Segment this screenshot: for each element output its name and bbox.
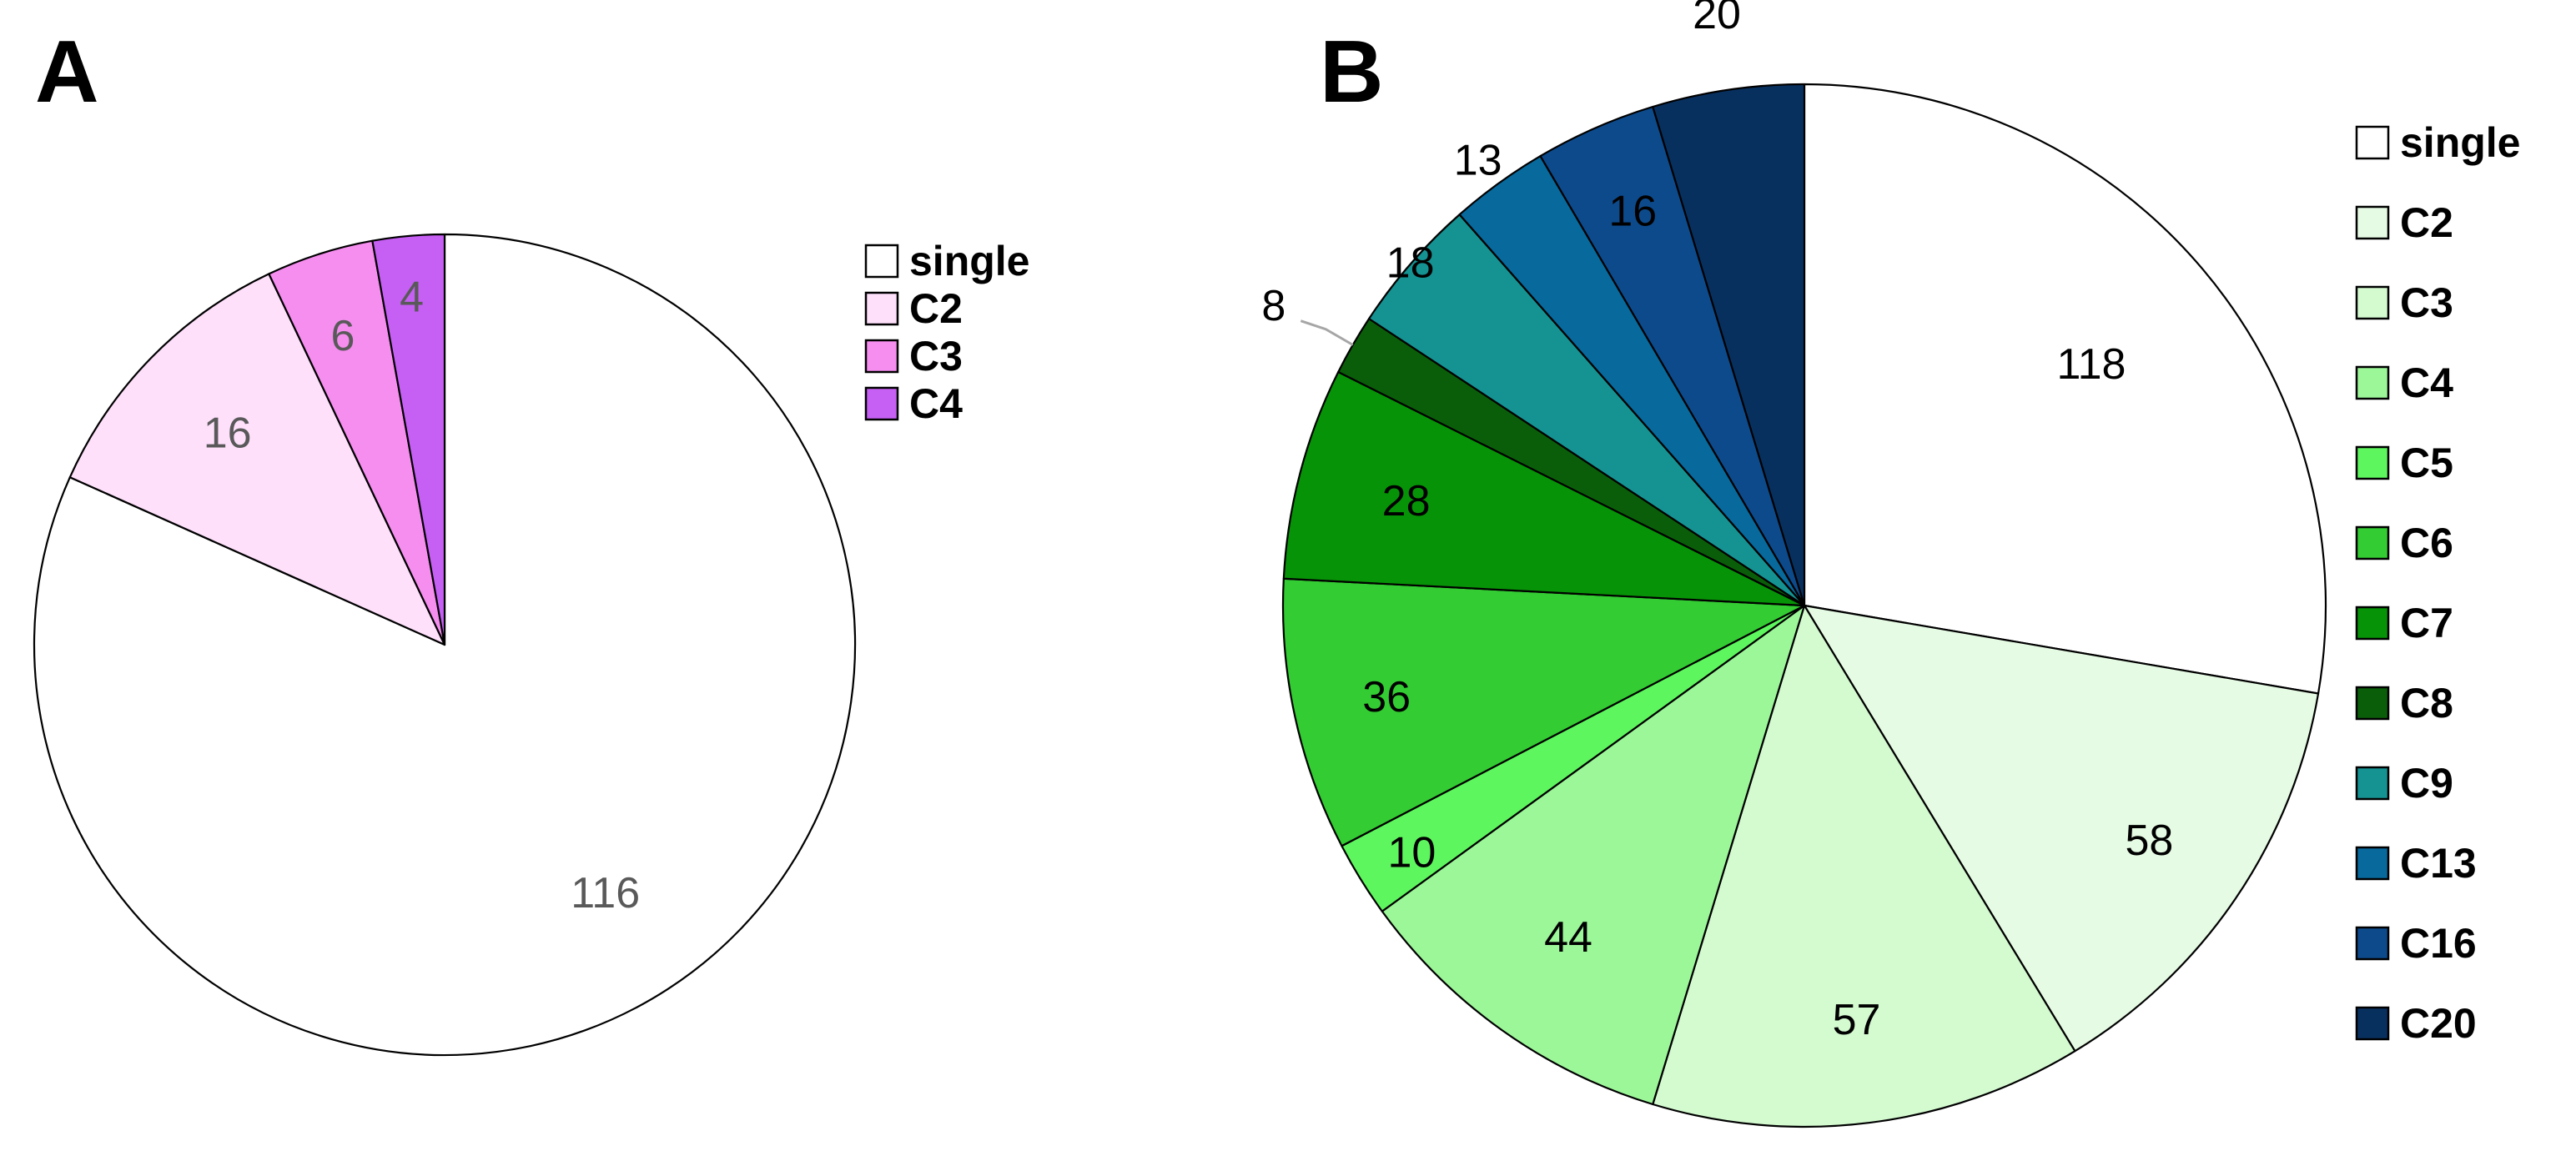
pie-chart-b: 118 58 57 44 10 36 28 8 18 13 16 20: [1261, 0, 2327, 1128]
slice-label-b-c20: 20: [1693, 0, 1741, 38]
legend-item-b-c5: C5: [2355, 440, 2453, 486]
legend-swatch: [864, 244, 899, 279]
legend-swatch: [2355, 846, 2390, 881]
slice-b-c6: [1281, 577, 1806, 847]
slice-b-c7: [1282, 370, 1806, 607]
slice-label-b-c9: 18: [1386, 239, 1435, 287]
legend-swatch: [2355, 766, 2390, 801]
pie-chart-a: 116 16 64: [33, 233, 857, 1057]
panel-b-letter: B: [1320, 23, 1384, 121]
legend-swatch: [2355, 1006, 2390, 1041]
legend-item-b-c6: C6: [2355, 520, 2453, 566]
slice-a-c2: [68, 273, 446, 646]
slice-a-c4: [371, 233, 446, 646]
legend-swatch: [2355, 445, 2390, 480]
legend-swatch: [2355, 125, 2390, 160]
legend-label: single: [2400, 119, 2520, 166]
legend-swatch: [2355, 525, 2390, 560]
legend-item-b-c20: C20: [2355, 1000, 2477, 1047]
slice-b-c2: [1803, 604, 2320, 1053]
legend-swatch: [864, 339, 899, 374]
legend-item-b-c4: C4: [2355, 359, 2453, 406]
slice-label-b-c2: 58: [2125, 817, 2173, 865]
slice-label-b-c8: 8: [1261, 282, 1285, 330]
legend-item-b-single: single: [2355, 119, 2520, 166]
slice-label-b-c5: 10: [1387, 829, 1436, 877]
legend-label: C3: [2400, 279, 2453, 326]
legend-label: single: [909, 238, 1029, 284]
slice-b-c3: [1652, 604, 2076, 1128]
legend-label: C9: [2400, 760, 2453, 807]
legend-item-b-c9: C9: [2355, 760, 2453, 807]
slice-b-c4: [1381, 604, 1806, 1106]
legend-item-a-c2: C2: [864, 285, 963, 332]
legend-label: C20: [2400, 1000, 2477, 1047]
legend-label: C4: [909, 380, 963, 427]
legend-label: C13: [2400, 840, 2477, 887]
slice-label-b-c16: 16: [1608, 188, 1657, 236]
legend-label: C3: [909, 333, 963, 379]
legend-item-b-c3: C3: [2355, 279, 2453, 326]
legend-label: C16: [2400, 920, 2477, 967]
legend-item-b-c16: C16: [2355, 920, 2477, 967]
legend-label: C4: [2400, 359, 2453, 406]
legend-swatch: [2355, 285, 2390, 320]
legend-item-b-c13: C13: [2355, 840, 2477, 887]
panel-b: B 118 58 57 44 10 36 28 8 18 13 16 20 single C2 C3 C4 C…: [1261, 0, 2520, 1128]
slice-label-b-c7: 28: [1382, 477, 1431, 525]
legend-swatch: [864, 386, 899, 421]
slice-label-b-c3: 57: [1833, 996, 1881, 1044]
leader-line-c8: [1300, 319, 1354, 346]
legend-item-b-c8: C8: [2355, 680, 2453, 726]
legend-swatch: [2355, 686, 2390, 721]
legend-swatch: [864, 291, 899, 326]
slice-label-a-c3: 6: [331, 312, 355, 360]
legend-swatch: [2355, 926, 2390, 961]
slice-label-b-c13: 13: [1454, 137, 1502, 185]
slice-label-b-c4: 44: [1544, 913, 1592, 962]
legend-item-b-c2: C2: [2355, 199, 2453, 246]
slice-label-a-c4: 4: [400, 274, 424, 322]
slice-label-a-c2: 16: [204, 409, 252, 457]
legend-label: C6: [2400, 520, 2453, 566]
slice-label-a-single: 116: [571, 869, 640, 917]
legend-item-a-c4: C4: [864, 380, 963, 427]
legend-item-a-c3: C3: [864, 333, 963, 379]
legend-label: C8: [2400, 680, 2453, 726]
legend-label: C2: [2400, 199, 2453, 246]
legend-swatch: [2355, 606, 2390, 641]
slice-b-single: [1803, 83, 2327, 695]
panel-a-letter: A: [35, 23, 99, 121]
legend-label: C7: [2400, 600, 2453, 646]
legend-swatch: [2355, 365, 2390, 400]
legend-b: single C2 C3 C4 C5 C6 C7 C8 C9 C13 C16 C20: [2355, 119, 2520, 1047]
legend-item-b-c7: C7: [2355, 600, 2453, 646]
slice-label-b-c6: 36: [1362, 673, 1411, 721]
slice-label-b-single: 118: [2057, 340, 2126, 389]
slice-b-c20: [1652, 83, 1806, 607]
legend-label: C5: [2400, 440, 2453, 486]
legend-swatch: [2355, 205, 2390, 240]
legend-item-a-single: single: [864, 238, 1029, 284]
legend-label: C2: [909, 285, 963, 332]
